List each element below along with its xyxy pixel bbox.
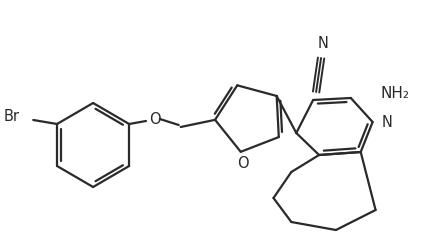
Text: O: O	[237, 156, 249, 171]
Text: O: O	[149, 111, 161, 126]
Text: NH₂: NH₂	[381, 86, 410, 100]
Text: Br: Br	[4, 109, 19, 123]
Text: N: N	[382, 114, 393, 130]
Text: N: N	[318, 37, 329, 51]
